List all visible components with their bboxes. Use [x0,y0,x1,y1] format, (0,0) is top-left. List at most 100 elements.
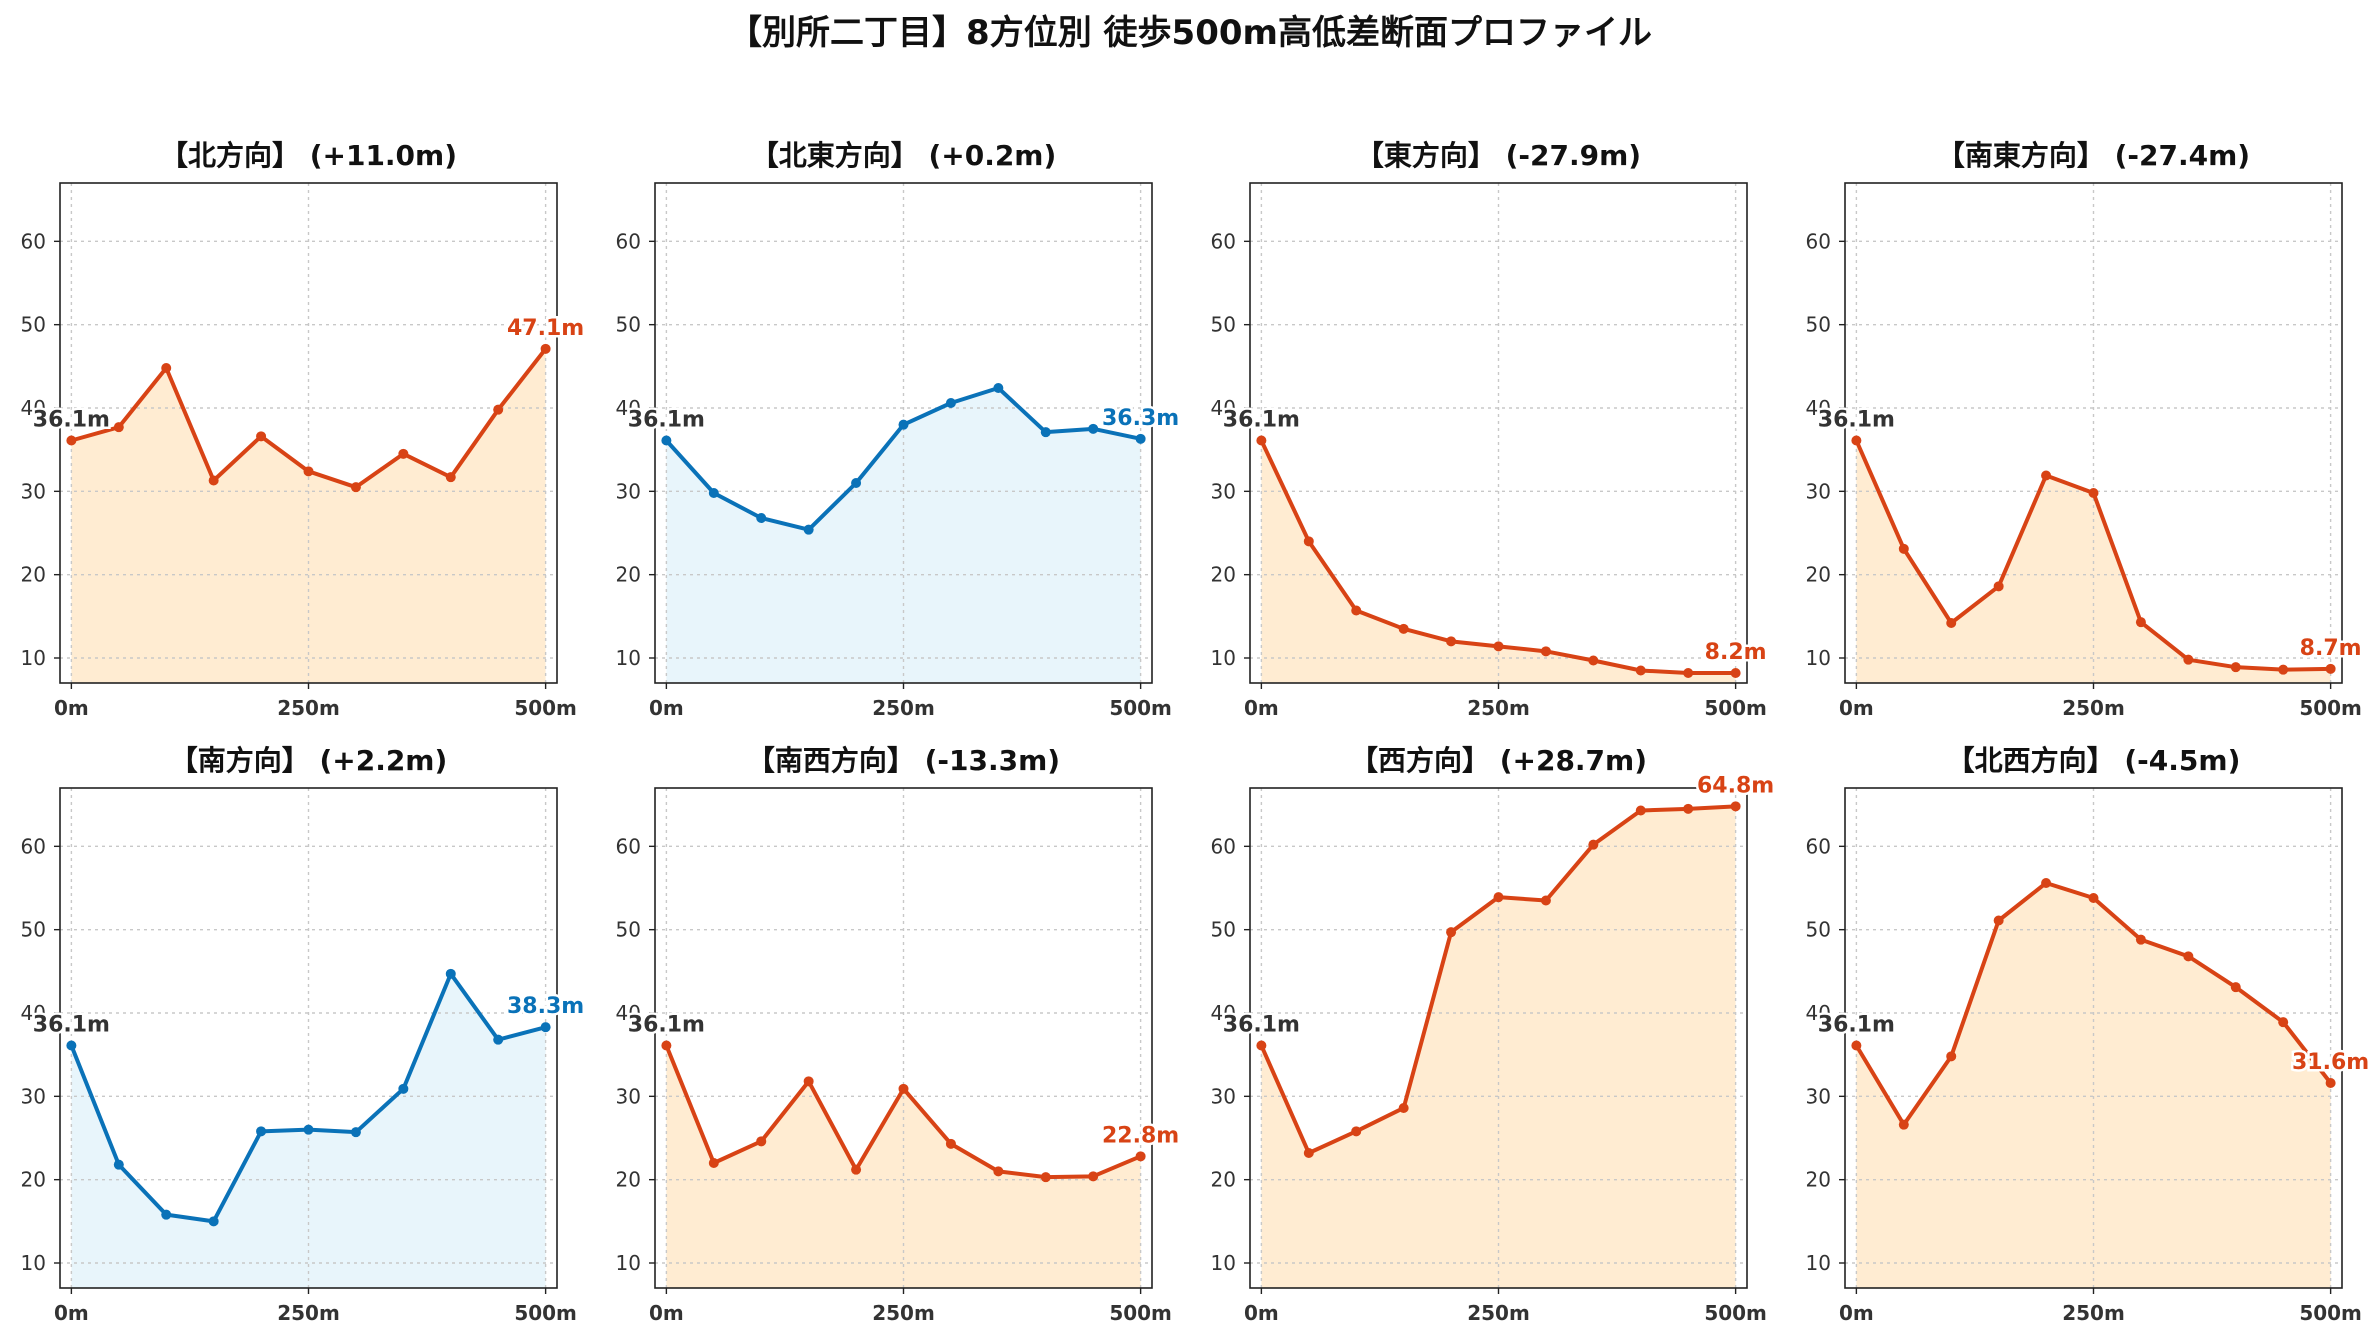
y-tick-label: 50 [1806,313,1831,337]
elevation-point [1135,1151,1146,1162]
x-tick-label: 0m [1839,696,1874,720]
elevation-point [1493,641,1504,652]
y-tick-label: 10 [1806,1251,1831,1275]
y-tick-label: 40 [1806,396,1831,420]
elevation-point [993,383,1004,393]
elevation-point [2183,654,2194,665]
elevation-point [1303,1148,1314,1158]
panel-title: 【西方向】 (+28.7m) [1350,744,1647,777]
x-tick-label: 250m [872,1301,935,1325]
elevation-point [1398,1103,1409,1113]
chart-panel: 【南西方向】 (-13.3m) 10 20 30 40 50 60 0m 250m 500m 36.… [616,744,1182,1325]
elevation-point [66,435,77,446]
elevation-point [256,1126,267,1137]
chart-panel: 【西方向】 (+28.7m) 10 20 30 40 50 60 0m 250m 500m 36.1… [1211,744,1777,1325]
x-tick-label: 250m [2062,696,2125,720]
elevation-point [993,1166,1004,1177]
elevation-point [803,1076,814,1087]
y-tick-label: 20 [1211,1168,1236,1192]
x-tick-label: 0m [1244,696,1279,720]
elevation-point [2230,982,2241,993]
area-fill [1261,440,1736,683]
end-elevation-label: 36.3m [1102,406,1179,431]
elevation-point [1135,433,1146,444]
x-tick-label: 250m [2062,1301,2125,1325]
elevation-point [2230,662,2241,673]
elevation-point [661,1040,672,1051]
elevation-point [1898,543,1909,554]
chart-panel: 【北東方向】 (+0.2m) 10 20 30 40 50 60 0m 250m 500m 36.1… [616,139,1182,720]
y-tick-label: 20 [1211,563,1236,587]
y-tick-label: 50 [616,918,641,942]
elevation-point [493,1034,504,1045]
x-tick-label: 0m [1839,1301,1874,1325]
elevation-point [1635,665,1646,676]
y-tick-label: 30 [616,1084,641,1108]
x-tick-label: 500m [514,696,577,720]
y-tick-label: 20 [616,563,641,587]
y-tick-label: 50 [1211,313,1236,337]
y-tick-label: 60 [21,229,46,253]
end-elevation-label: 64.8m [1697,773,1774,798]
elevation-point [1993,915,2004,926]
y-tick-label: 10 [616,1251,641,1275]
end-elevation-label: 8.7m [2300,636,2362,661]
panel-title: 【南西方向】 (-13.3m) [747,744,1060,777]
x-tick-label: 500m [2299,696,2362,720]
elevation-point [898,419,909,430]
y-tick-label: 40 [21,396,46,420]
elevation-point [2183,951,2194,962]
elevation-point [708,488,719,498]
start-elevation-label: 36.1m [628,1013,705,1038]
elevation-point [2135,617,2146,628]
elevation-point [1088,423,1099,434]
y-tick-label: 20 [616,1168,641,1192]
panel-title: 【東方向】 (-27.9m) [1356,139,1641,172]
y-tick-label: 40 [1211,396,1236,420]
chart-panel: 【東方向】 (-27.9m) 10 20 30 40 50 60 0m 250m 500m 36.1… [1211,139,1770,720]
start-elevation-label: 36.1m [33,1013,110,1038]
y-tick-label: 50 [616,313,641,337]
panel-title: 【北西方向】 (-4.5m) [1947,744,2241,777]
elevation-point [398,448,409,459]
elevation-point [1993,581,2004,592]
elevation-point [1040,1172,1051,1183]
x-tick-label: 250m [277,696,340,720]
elevation-point [2088,488,2099,498]
elevation-point [350,482,361,493]
elevation-point [445,968,456,979]
elevation-point [1588,839,1599,850]
y-tick-label: 40 [21,1001,46,1025]
x-tick-label: 500m [514,1301,577,1325]
y-tick-label: 30 [1211,479,1236,503]
elevation-point [945,1138,956,1149]
elevation-point [661,435,672,446]
elevation-point [1398,623,1409,634]
x-tick-label: 250m [1467,1301,1530,1325]
area-fill [71,348,546,683]
elevation-point [256,431,267,442]
x-tick-label: 0m [54,1301,89,1325]
elevation-point [303,466,314,477]
elevation-point [851,1164,862,1175]
end-elevation-label: 47.1m [507,316,584,341]
elevation-point [1493,892,1504,903]
y-tick-label: 50 [21,313,46,337]
y-tick-label: 30 [1806,1084,1831,1108]
x-tick-label: 500m [1704,1301,1767,1325]
x-tick-label: 500m [1704,696,1767,720]
y-tick-label: 40 [1211,1001,1236,1025]
y-tick-label: 10 [1806,646,1831,670]
elevation-point [2278,664,2289,675]
elevation-point [2135,934,2146,945]
y-tick-label: 20 [21,1168,46,1192]
x-tick-label: 500m [2299,1301,2362,1325]
panel-title: 【南東方向】 (-27.4m) [1937,139,2250,172]
elevation-point [398,1083,409,1094]
end-elevation-label: 38.3m [507,994,584,1019]
elevation-point [208,1216,219,1227]
elevation-point [1351,1126,1362,1137]
elevation-point [803,524,814,535]
